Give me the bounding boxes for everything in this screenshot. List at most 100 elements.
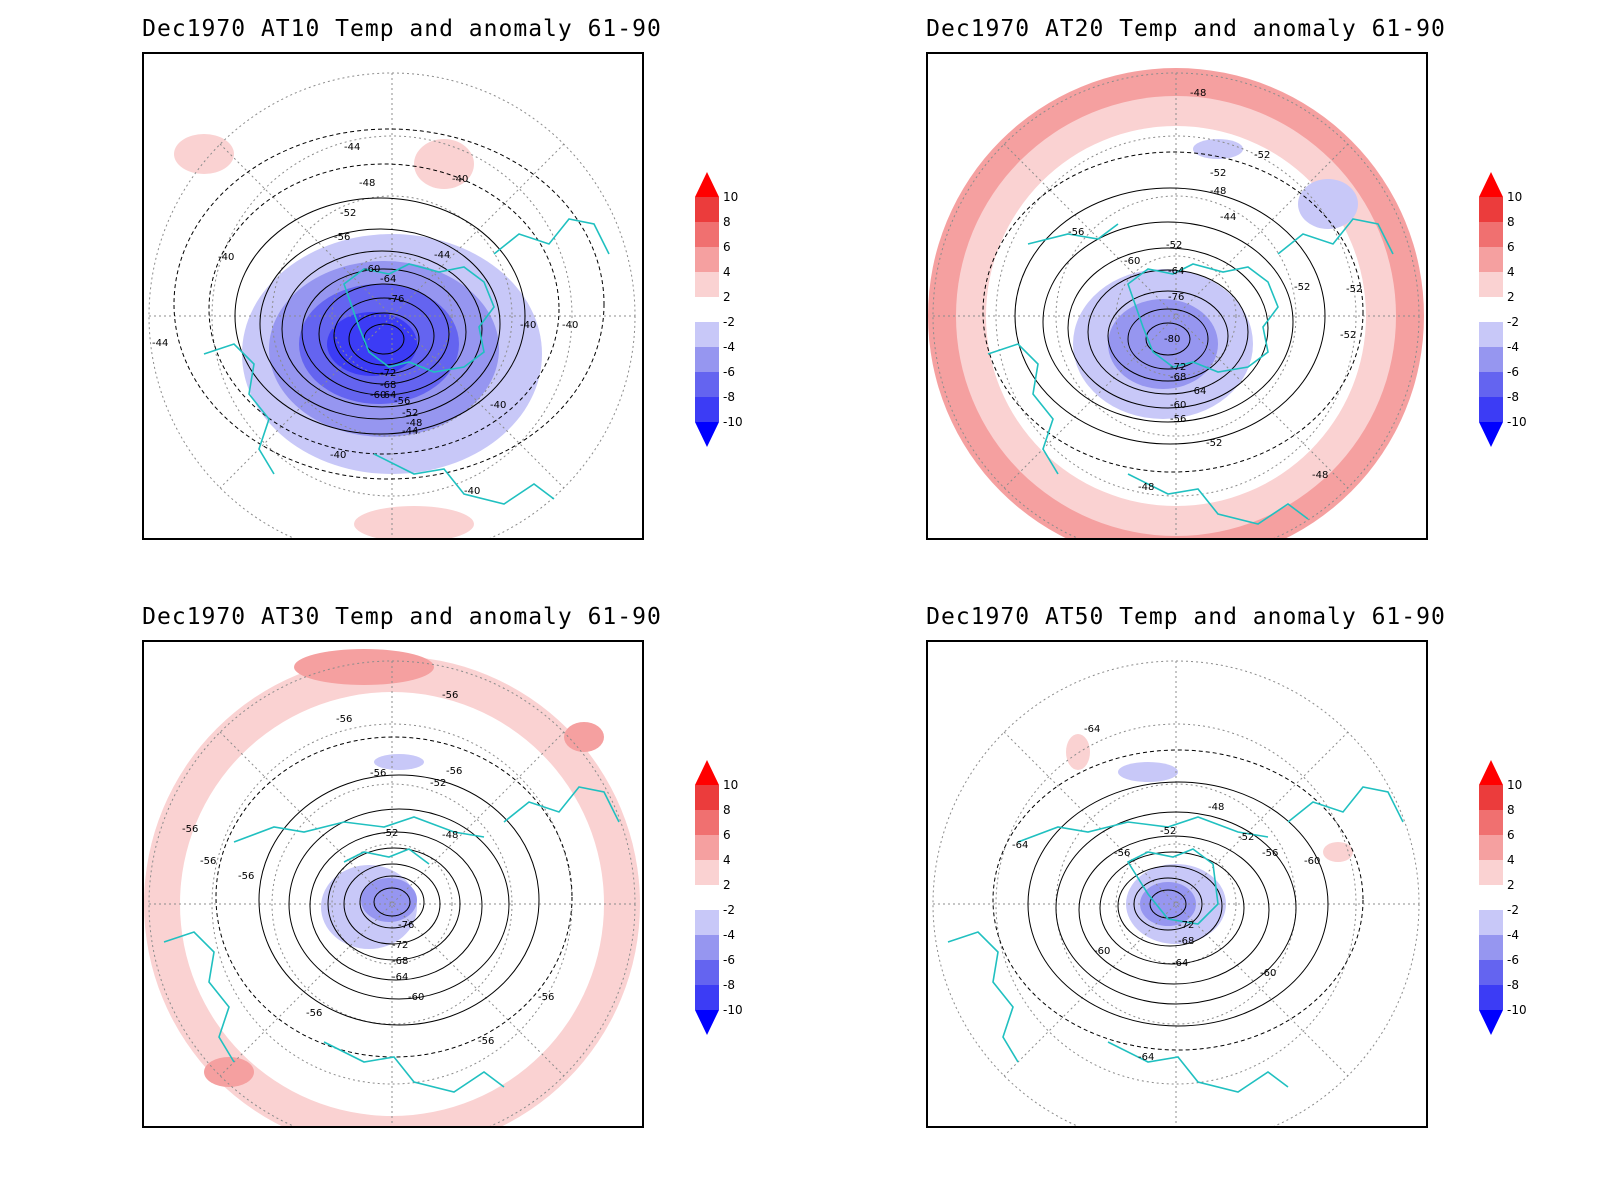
svg-text:-56: -56 xyxy=(1262,848,1278,859)
svg-text:-8: -8 xyxy=(723,978,735,992)
svg-text:-2: -2 xyxy=(723,315,735,329)
svg-text:-6: -6 xyxy=(1507,953,1519,967)
map-svg: -56 -56 -56 -52 -56 -52 -48 -56 -56 -56 … xyxy=(144,649,640,1126)
polar-map: -64 -48 -52 -52 -56 -56 -60 -64 -72 -68 … xyxy=(926,640,1428,1128)
svg-text:-76: -76 xyxy=(1168,292,1184,303)
svg-text:10: 10 xyxy=(1507,190,1522,204)
temperature-contours xyxy=(173,128,605,480)
anomaly-fill xyxy=(174,134,542,538)
svg-text:-72: -72 xyxy=(1170,362,1186,373)
contour-labels: -44 -40 -48 -52 -56 -60 -64 -76 -44 -40 … xyxy=(152,142,578,497)
svg-text:-6: -6 xyxy=(723,953,735,967)
panel-at20: Dec1970 AT20 Temp and anomaly 61-90 xyxy=(926,0,1600,560)
svg-text:6: 6 xyxy=(1507,240,1515,254)
svg-text:-56: -56 xyxy=(1170,414,1186,425)
svg-text:4: 4 xyxy=(1507,853,1515,867)
svg-text:-10: -10 xyxy=(1507,1003,1527,1017)
svg-text:-4: -4 xyxy=(1507,928,1519,942)
svg-text:2: 2 xyxy=(723,878,731,892)
svg-text:-60: -60 xyxy=(1170,400,1186,411)
svg-text:-2: -2 xyxy=(723,903,735,917)
coastlines xyxy=(947,786,1404,1093)
svg-text:4: 4 xyxy=(723,265,731,279)
svg-text:-56: -56 xyxy=(1114,848,1130,859)
svg-text:-56: -56 xyxy=(442,690,458,701)
svg-text:-56: -56 xyxy=(200,856,216,867)
panel-at30: Dec1970 AT30 Temp and anomaly 61-90 xyxy=(142,588,862,1148)
svg-text:10: 10 xyxy=(723,778,738,792)
panel-title: Dec1970 AT50 Temp and anomaly 61-90 xyxy=(926,604,1446,630)
map-svg: -64 -48 -52 -52 -56 -56 -60 -64 -72 -68 … xyxy=(932,660,1420,1126)
temperature-contours xyxy=(215,736,573,1058)
svg-text:-52: -52 xyxy=(340,208,356,219)
svg-text:-4: -4 xyxy=(1507,340,1519,354)
svg-text:2: 2 xyxy=(1507,878,1515,892)
coastlines xyxy=(163,786,620,1093)
svg-text:-44: -44 xyxy=(344,142,360,153)
colorbar-svg: 10 8 6 4 2 -2 -4 -6 -8 -10 xyxy=(1479,760,1527,1035)
map-svg: -44 -40 -48 -52 -56 -60 -64 -76 -44 -40 … xyxy=(148,72,636,538)
svg-text:-6: -6 xyxy=(1507,365,1519,379)
svg-text:-72: -72 xyxy=(1178,920,1194,931)
svg-text:-64: -64 xyxy=(392,972,408,983)
svg-text:-10: -10 xyxy=(1507,415,1527,429)
svg-text:-48: -48 xyxy=(1208,802,1224,813)
svg-text:-64: -64 xyxy=(1012,840,1028,851)
coastlines xyxy=(987,218,1394,525)
svg-text:-52: -52 xyxy=(1254,150,1270,161)
svg-text:-2: -2 xyxy=(1507,315,1519,329)
panel-at10: Dec1970 AT10 Temp and anomaly 61-90 xyxy=(142,0,862,560)
svg-text:6: 6 xyxy=(1507,828,1515,842)
svg-text:-64: -64 xyxy=(380,390,396,401)
svg-text:6: 6 xyxy=(723,240,731,254)
svg-text:-40: -40 xyxy=(520,320,536,331)
svg-text:6: 6 xyxy=(723,828,731,842)
svg-text:-72: -72 xyxy=(392,940,408,951)
svg-text:-56: -56 xyxy=(1068,227,1084,238)
svg-text:4: 4 xyxy=(723,853,731,867)
svg-text:-64: -64 xyxy=(1190,386,1206,397)
svg-text:-60: -60 xyxy=(370,390,386,401)
svg-text:-4: -4 xyxy=(723,340,735,354)
svg-text:-60: -60 xyxy=(364,264,380,275)
colorbar-svg: 10 8 6 4 2 -2 -4 -6 -8 -10 xyxy=(695,172,743,447)
svg-text:-72: -72 xyxy=(380,368,396,379)
coastlines xyxy=(203,218,610,505)
svg-text:8: 8 xyxy=(1507,215,1515,229)
contour-labels: -64 -48 -52 -52 -56 -56 -60 -64 -72 -68 … xyxy=(1012,724,1320,1063)
contour-labels: -48 -52 -52 -48 -44 -56 -52 -60 -64 -76 … xyxy=(1068,88,1362,493)
polar-map: -56 -56 -56 -52 -56 -52 -48 -56 -56 -56 … xyxy=(142,640,644,1128)
svg-text:2: 2 xyxy=(723,290,731,304)
svg-text:-64: -64 xyxy=(380,274,396,285)
svg-text:8: 8 xyxy=(1507,803,1515,817)
svg-text:-4: -4 xyxy=(723,928,735,942)
svg-text:-64: -64 xyxy=(1172,958,1188,969)
colorbar-svg: 10 8 6 4 2 -2 -4 -6 -8 -10 xyxy=(1479,172,1527,447)
svg-text:-10: -10 xyxy=(723,1003,743,1017)
svg-text:-52: -52 xyxy=(1206,438,1222,449)
colorbar: 10 8 6 4 2 -2 -4 -6 -8 -10 xyxy=(1474,172,1564,452)
svg-text:-76: -76 xyxy=(388,294,404,305)
svg-text:-6: -6 xyxy=(723,365,735,379)
svg-text:-68: -68 xyxy=(392,956,408,967)
panel-title: Dec1970 AT10 Temp and anomaly 61-90 xyxy=(142,16,662,42)
colorbar-svg: 10 8 6 4 2 -2 -4 -6 -8 -10 xyxy=(695,760,743,1035)
svg-text:8: 8 xyxy=(723,215,731,229)
panel-at50: Dec1970 AT50 Temp and anomaly 61-90 xyxy=(926,588,1600,1148)
svg-text:-56: -56 xyxy=(334,232,350,243)
svg-text:10: 10 xyxy=(1507,778,1522,792)
temperature-contours xyxy=(982,151,1364,473)
svg-text:-52: -52 xyxy=(1346,284,1362,295)
svg-text:-48: -48 xyxy=(1138,482,1154,493)
svg-text:-60: -60 xyxy=(1124,256,1140,267)
svg-text:-40: -40 xyxy=(464,486,480,497)
svg-text:10: 10 xyxy=(723,190,738,204)
svg-text:-64: -64 xyxy=(1084,724,1100,735)
svg-text:-2: -2 xyxy=(1507,903,1519,917)
colorbar: 10 8 6 4 2 -2 -4 -6 -8 -10 xyxy=(1474,760,1564,1040)
svg-text:-52: -52 xyxy=(382,828,398,839)
svg-text:-40: -40 xyxy=(330,450,346,461)
svg-text:-56: -56 xyxy=(446,766,462,777)
svg-text:-52: -52 xyxy=(1160,826,1176,837)
temperature-contours xyxy=(992,749,1364,1051)
